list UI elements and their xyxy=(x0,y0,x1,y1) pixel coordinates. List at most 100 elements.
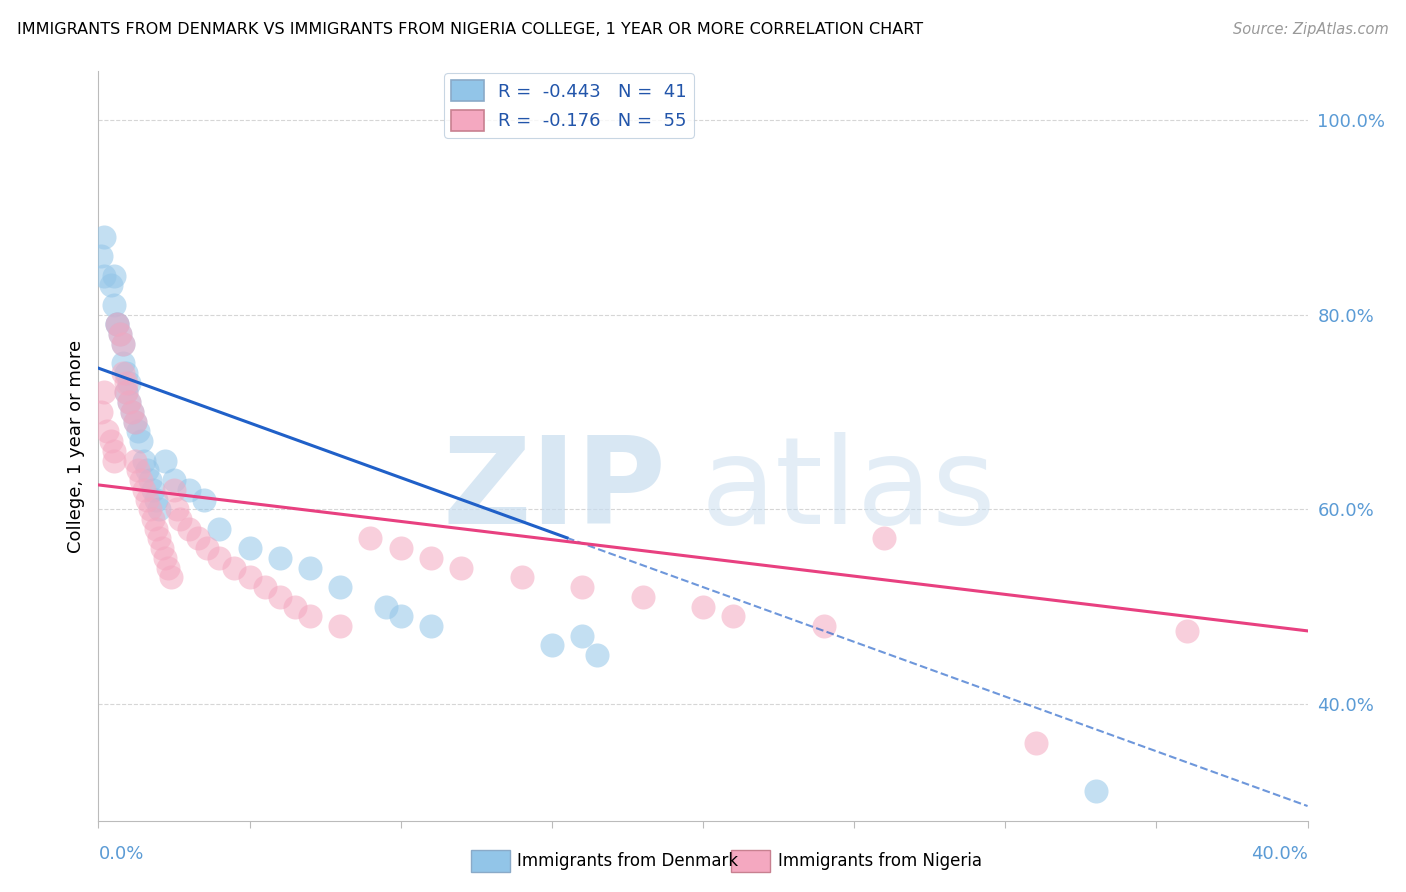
Text: ZIP: ZIP xyxy=(443,433,666,549)
Point xyxy=(118,395,141,409)
Point xyxy=(166,502,188,516)
Point xyxy=(105,318,128,332)
Text: IMMIGRANTS FROM DENMARK VS IMMIGRANTS FROM NIGERIA COLLEGE, 1 YEAR OR MORE CORRE: IMMIGRANTS FROM DENMARK VS IMMIGRANTS FR… xyxy=(17,22,922,37)
Point xyxy=(374,599,396,614)
Point xyxy=(111,366,134,380)
Point xyxy=(813,619,835,633)
Point xyxy=(156,560,179,574)
Point xyxy=(108,327,131,342)
Point xyxy=(132,483,155,497)
Text: Immigrants from Denmark: Immigrants from Denmark xyxy=(517,852,738,871)
Point xyxy=(540,639,562,653)
Point xyxy=(145,522,167,536)
Point xyxy=(420,550,443,565)
Point xyxy=(179,483,201,497)
Text: Immigrants from Nigeria: Immigrants from Nigeria xyxy=(778,852,981,871)
Point xyxy=(1024,736,1046,750)
Point xyxy=(105,318,128,332)
Point xyxy=(163,473,186,487)
Point xyxy=(108,327,131,342)
Point xyxy=(135,492,157,507)
Point xyxy=(135,463,157,477)
Point xyxy=(195,541,218,556)
Point xyxy=(124,453,146,467)
Point xyxy=(571,580,593,594)
Point xyxy=(389,609,412,624)
Point xyxy=(96,425,118,439)
Legend: R =  -0.443   N =  41, R =  -0.176   N =  55: R = -0.443 N = 41, R = -0.176 N = 55 xyxy=(444,73,695,138)
Point xyxy=(103,268,125,283)
Text: 40.0%: 40.0% xyxy=(1251,845,1308,863)
Y-axis label: College, 1 year or more: College, 1 year or more xyxy=(66,340,84,552)
Point xyxy=(100,434,122,449)
Point xyxy=(132,453,155,467)
Point xyxy=(389,541,412,556)
Point xyxy=(284,599,307,614)
Point xyxy=(114,376,136,390)
Point xyxy=(420,619,443,633)
Point xyxy=(114,385,136,400)
Point xyxy=(127,425,149,439)
Point xyxy=(90,249,112,263)
Point xyxy=(129,473,152,487)
Point xyxy=(139,473,162,487)
Point xyxy=(103,453,125,467)
Point xyxy=(93,385,115,400)
Point xyxy=(139,502,162,516)
Point xyxy=(124,415,146,429)
Point xyxy=(103,443,125,458)
Point xyxy=(208,550,231,565)
Point xyxy=(129,434,152,449)
Point xyxy=(269,550,291,565)
Point xyxy=(169,512,191,526)
Point xyxy=(571,629,593,643)
Point xyxy=(142,483,165,497)
Point xyxy=(111,336,134,351)
Point xyxy=(450,560,472,574)
Point xyxy=(160,570,183,584)
Point xyxy=(114,385,136,400)
Point xyxy=(329,619,352,633)
Point xyxy=(360,532,382,546)
Point xyxy=(121,405,143,419)
Point xyxy=(148,532,170,546)
Point xyxy=(329,580,352,594)
Point xyxy=(239,570,262,584)
Point xyxy=(873,532,896,546)
Point xyxy=(1085,784,1108,798)
Point xyxy=(148,502,170,516)
Point xyxy=(187,532,209,546)
Point xyxy=(93,229,115,244)
Point xyxy=(100,278,122,293)
Point xyxy=(692,599,714,614)
Point xyxy=(299,609,322,624)
Point xyxy=(118,395,141,409)
Point xyxy=(1175,624,1198,638)
Point xyxy=(224,560,246,574)
Point xyxy=(124,415,146,429)
Point xyxy=(269,590,291,604)
Point xyxy=(121,405,143,419)
Point xyxy=(127,463,149,477)
Text: 0.0%: 0.0% xyxy=(98,845,143,863)
Point xyxy=(93,268,115,283)
Point xyxy=(111,336,134,351)
Point xyxy=(118,376,141,390)
Point xyxy=(208,522,231,536)
Text: Source: ZipAtlas.com: Source: ZipAtlas.com xyxy=(1233,22,1389,37)
Point xyxy=(723,609,745,624)
Point xyxy=(163,483,186,497)
Point xyxy=(586,648,609,663)
Point xyxy=(90,405,112,419)
Point xyxy=(103,298,125,312)
Point xyxy=(193,492,215,507)
Point xyxy=(153,550,176,565)
Point xyxy=(153,453,176,467)
Point xyxy=(142,512,165,526)
Point xyxy=(299,560,322,574)
Point xyxy=(150,541,173,556)
Point xyxy=(510,570,533,584)
Point xyxy=(239,541,262,556)
Point xyxy=(179,522,201,536)
Text: atlas: atlas xyxy=(700,433,995,549)
